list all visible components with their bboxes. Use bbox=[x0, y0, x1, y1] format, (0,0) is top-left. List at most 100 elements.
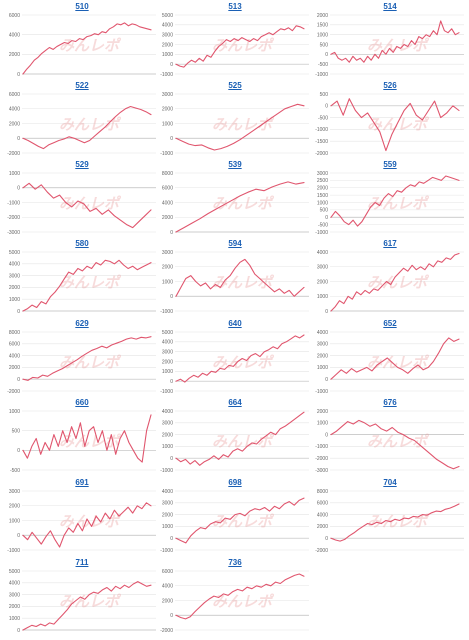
chart-title-link[interactable]: 529 bbox=[75, 160, 89, 169]
chart-title-link[interactable]: 617 bbox=[383, 239, 397, 248]
y-tick-label: 4000 bbox=[162, 340, 173, 346]
chart-title-link[interactable]: 640 bbox=[228, 319, 242, 328]
y-tick-label: -1000 bbox=[7, 548, 20, 554]
y-tick-label: -1000 bbox=[315, 72, 328, 78]
y-tick-label: 0 bbox=[17, 448, 20, 454]
chart-title-link[interactable]: 660 bbox=[75, 398, 89, 407]
y-tick-label: 5000 bbox=[162, 330, 173, 336]
chart-panel: 704 -2000 0 2000 4000 6000 8000 みんレポ bbox=[312, 477, 468, 556]
y-tick-label: 1000 bbox=[162, 279, 173, 285]
line-chart: -1000 0 1000 2000 3000 みんレポ bbox=[160, 92, 309, 157]
y-tick-label: 0 bbox=[170, 62, 173, 68]
chart-title-link[interactable]: 594 bbox=[228, 239, 242, 248]
y-tick-label: 0 bbox=[170, 230, 173, 236]
y-tick-label: 2000 bbox=[317, 524, 328, 530]
y-tick-label: -500 bbox=[318, 115, 328, 121]
watermark: みんレポ bbox=[212, 513, 275, 531]
series-line bbox=[330, 98, 460, 152]
line-chart: -2000 0 2000 4000 6000 みんレポ bbox=[7, 92, 156, 157]
chart-title-link[interactable]: 513 bbox=[228, 2, 242, 11]
y-tick-label: 1500 bbox=[317, 23, 328, 29]
chart-title-link[interactable]: 664 bbox=[228, 398, 242, 407]
chart-title-link[interactable]: 736 bbox=[228, 558, 242, 567]
chart-panel: 652 -1000 0 1000 2000 3000 4000 みんレポ bbox=[312, 318, 468, 397]
chart-panel: 526 -2000 -1500 -1000 -500 0 500 みんレポ bbox=[312, 80, 468, 159]
chart-title-link[interactable]: 580 bbox=[75, 239, 89, 248]
y-tick-label: 1000 bbox=[317, 421, 328, 427]
y-tick-label: 2000 bbox=[162, 215, 173, 221]
line-chart: -2000 -1500 -1000 -500 0 500 みんレポ bbox=[315, 92, 464, 157]
y-tick-label: 2000 bbox=[317, 353, 328, 359]
y-tick-label: 0 bbox=[325, 215, 328, 221]
y-tick-label: 500 bbox=[320, 42, 329, 48]
line-chart: -1000 0 1000 2000 3000 4000 みんレポ bbox=[160, 409, 309, 474]
watermark: みんレポ bbox=[367, 354, 430, 372]
line-chart: -1000 0 1000 2000 3000 4000 みんレポ bbox=[315, 330, 464, 395]
watermark: みんレポ bbox=[212, 593, 275, 611]
chart-panel: 617 0 1000 2000 3000 4000 みんレポ bbox=[312, 238, 468, 317]
y-tick-label: 3000 bbox=[317, 171, 328, 177]
chart-panel: 691 -1000 0 1000 2000 3000 みんレポ bbox=[4, 477, 160, 556]
y-tick-label: 2000 bbox=[162, 107, 173, 113]
series-line bbox=[22, 105, 152, 150]
y-tick-label: 3000 bbox=[9, 489, 20, 495]
chart-panel: 513 -1000 0 1000 2000 3000 4000 5000 みんレポ bbox=[157, 1, 313, 80]
series-line bbox=[175, 103, 305, 151]
y-tick-label: 0 bbox=[325, 377, 328, 383]
series-line bbox=[175, 25, 305, 68]
y-tick-label: 1000 bbox=[162, 444, 173, 450]
watermark: みんレポ bbox=[59, 593, 122, 611]
y-tick-label: 2000 bbox=[9, 604, 20, 610]
y-tick-label: 0 bbox=[170, 456, 173, 462]
line-chart: -3000 -2000 -1000 0 1000 2000 みんレポ bbox=[315, 409, 464, 474]
y-tick-label: 0 bbox=[325, 536, 328, 542]
y-tick-label: 3000 bbox=[162, 501, 173, 507]
series-line bbox=[22, 502, 152, 548]
chart-panel: 660 -500 0 500 1000 みんレポ bbox=[4, 397, 160, 476]
y-tick-label: 4000 bbox=[9, 353, 20, 359]
chart-title-link[interactable]: 704 bbox=[383, 478, 397, 487]
y-tick-label: 1000 bbox=[162, 121, 173, 127]
y-tick-label: 500 bbox=[320, 208, 329, 214]
chart-title-link[interactable]: 522 bbox=[75, 81, 89, 90]
chart-title-link[interactable]: 629 bbox=[75, 319, 89, 328]
line-chart: -1000 0 1000 2000 3000 4000 5000 みんレポ bbox=[160, 13, 309, 78]
series-line bbox=[175, 411, 305, 466]
y-tick-label: 2000 bbox=[162, 512, 173, 518]
chart-title-link[interactable]: 676 bbox=[383, 398, 397, 407]
y-tick-label: 3000 bbox=[162, 92, 173, 98]
watermark: みんレポ bbox=[59, 116, 122, 134]
watermark: みんレポ bbox=[367, 433, 430, 451]
y-tick-label: 0 bbox=[170, 294, 173, 300]
chart-title-link[interactable]: 514 bbox=[383, 2, 397, 11]
y-tick-label: 5000 bbox=[9, 250, 20, 256]
y-tick-label: 1000 bbox=[317, 365, 328, 371]
series-line bbox=[175, 334, 305, 383]
y-tick-label: 0 bbox=[17, 628, 20, 634]
chart-title-link[interactable]: 691 bbox=[75, 478, 89, 487]
y-tick-label: -3000 bbox=[315, 468, 328, 474]
watermark: みんレポ bbox=[212, 37, 275, 55]
y-tick-label: 6000 bbox=[162, 186, 173, 192]
watermark: みんレポ bbox=[367, 37, 430, 55]
chart-title-link[interactable]: 525 bbox=[228, 81, 242, 90]
chart-title-link[interactable]: 510 bbox=[75, 2, 89, 11]
watermark: みんレポ bbox=[59, 274, 122, 292]
chart-title-link[interactable]: 559 bbox=[383, 160, 397, 169]
y-tick-label: 1000 bbox=[9, 616, 20, 622]
y-tick-label: 6000 bbox=[9, 13, 20, 19]
chart-title-link[interactable]: 539 bbox=[228, 160, 242, 169]
watermark: みんレポ bbox=[367, 116, 430, 134]
watermark: みんレポ bbox=[59, 37, 122, 55]
chart-title-link[interactable]: 711 bbox=[75, 558, 89, 567]
chart-panel: 559 -1000 -500 0 500 1000 1500 2000 2500 3000 みんレポ bbox=[312, 159, 468, 238]
chart-title-link[interactable]: 526 bbox=[383, 81, 397, 90]
y-tick-label: 3000 bbox=[162, 349, 173, 355]
y-tick-label: 0 bbox=[325, 52, 328, 58]
y-tick-label: 0 bbox=[17, 72, 20, 78]
chart-title-link[interactable]: 652 bbox=[383, 319, 397, 328]
y-tick-label: 0 bbox=[17, 533, 20, 539]
y-tick-label: 2000 bbox=[162, 598, 173, 604]
chart-title-link[interactable]: 698 bbox=[228, 478, 242, 487]
watermark: みんレポ bbox=[59, 354, 122, 372]
